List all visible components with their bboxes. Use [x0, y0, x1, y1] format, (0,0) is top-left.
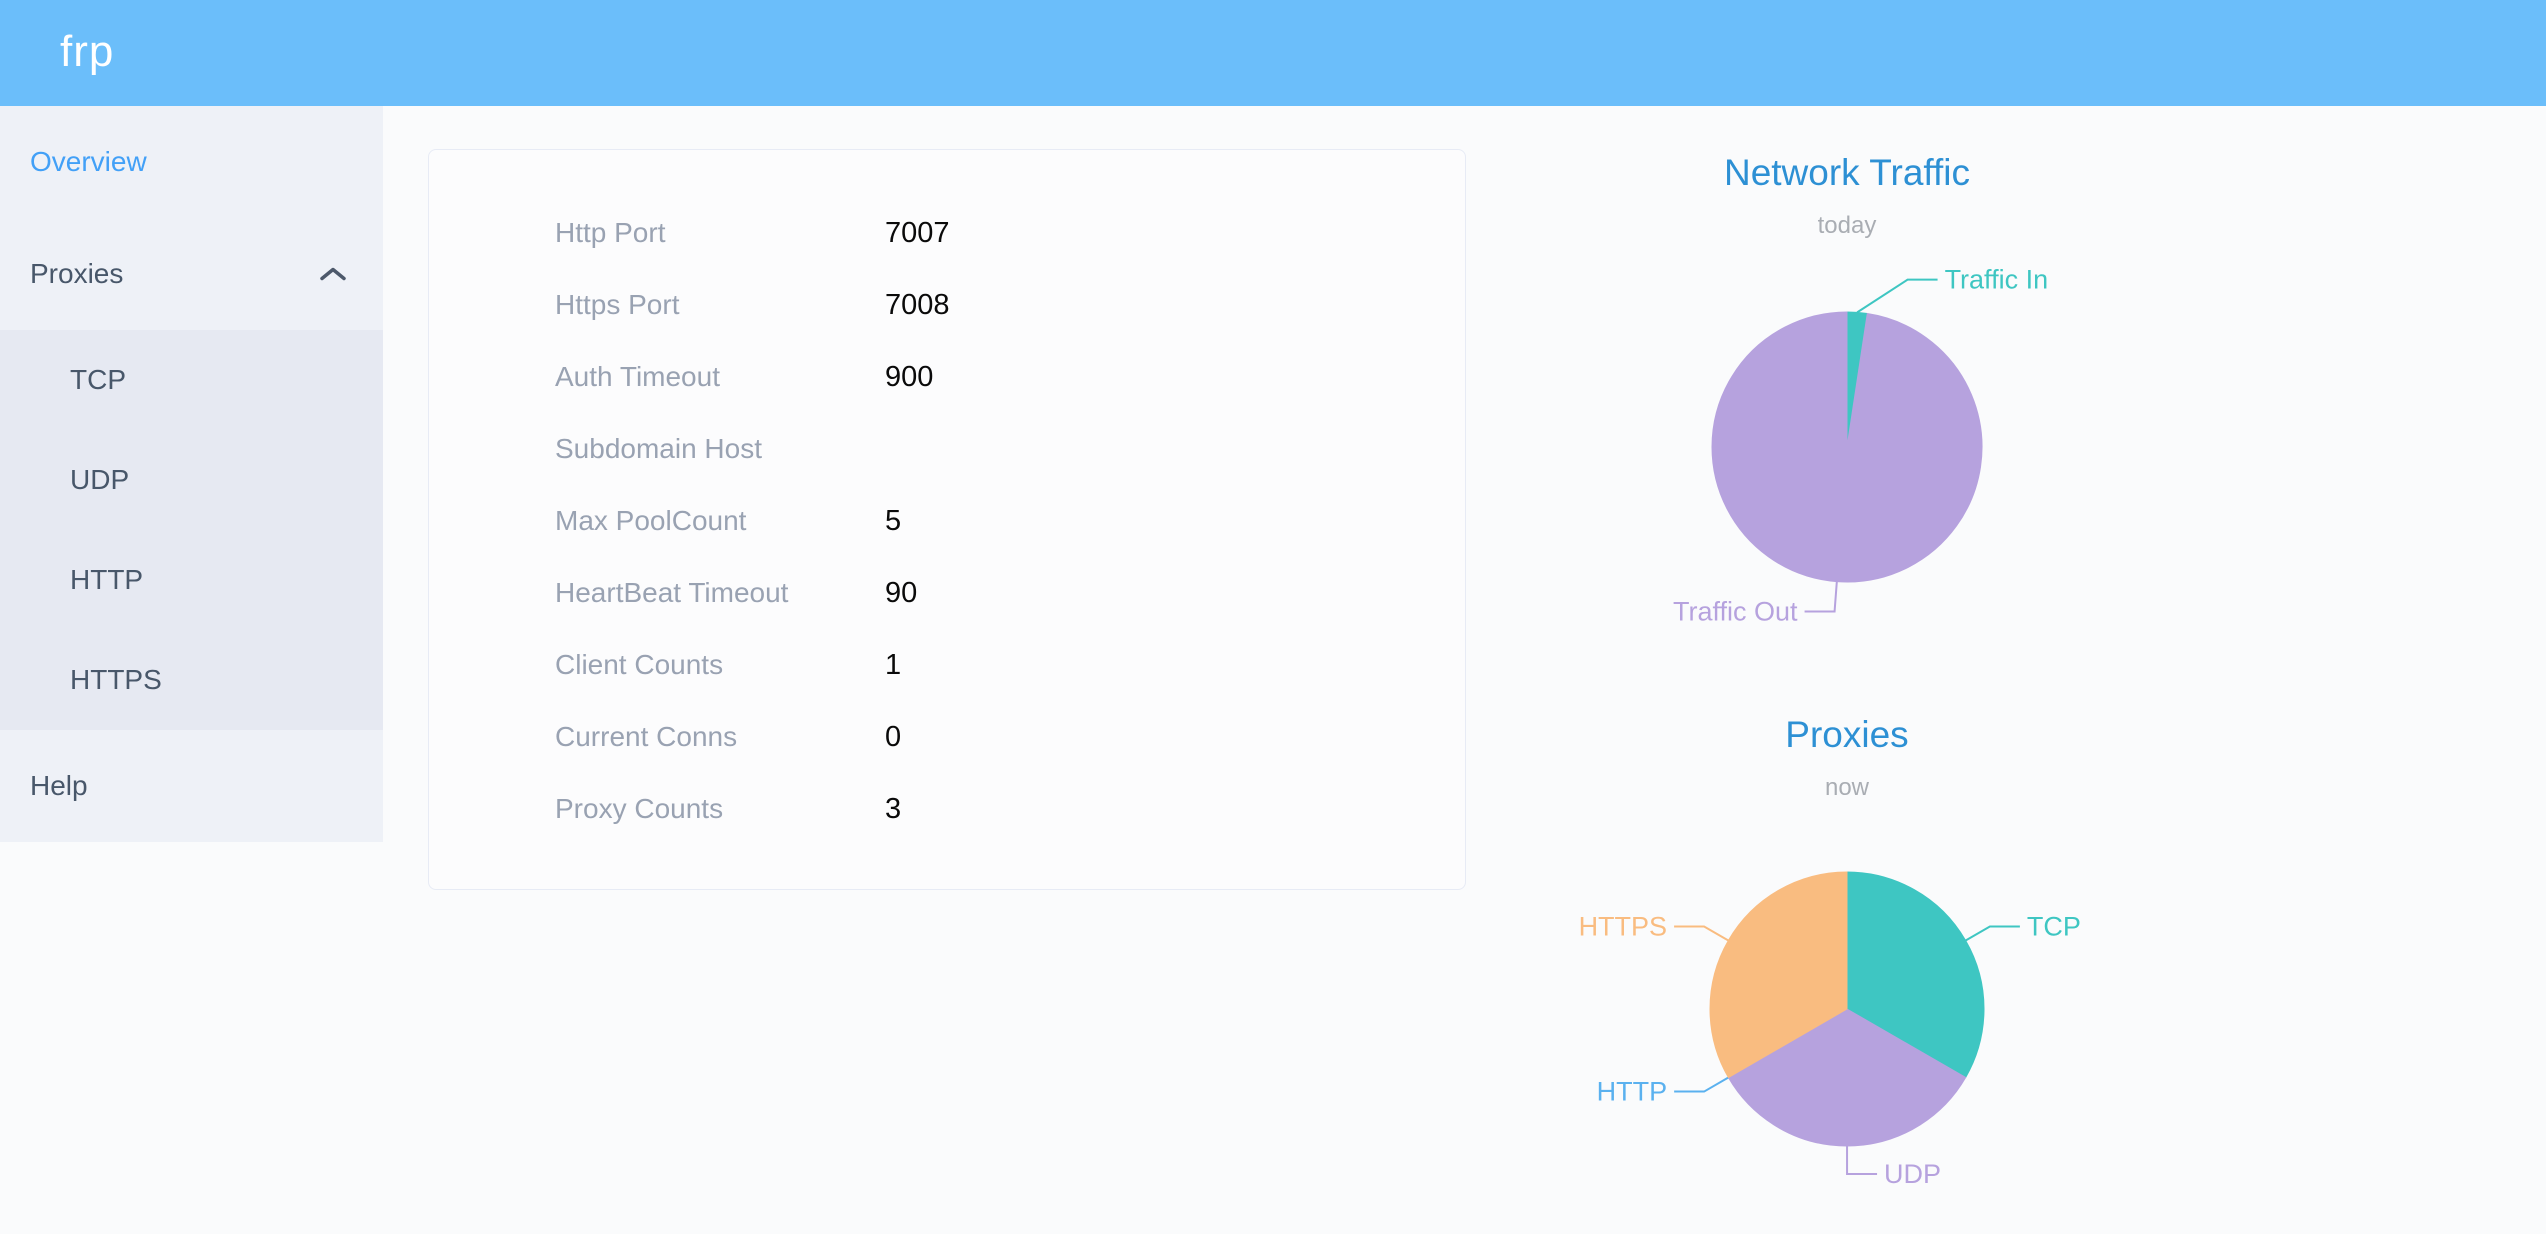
pie-label-line-traffic-out — [1804, 581, 1838, 613]
pie-label-http: HTTP — [1597, 1077, 1668, 1107]
config-row: Auth Timeout 900 — [429, 341, 1465, 413]
sidebar-item-proxies-label: Proxies — [30, 258, 124, 289]
sidebar-item-https[interactable]: HTTPS — [70, 664, 162, 695]
config-label: HeartBeat Timeout — [555, 577, 789, 608]
pie-label-line-https — [1674, 925, 1729, 942]
app-header: frp — [0, 0, 2546, 106]
config-label: Current Conns — [555, 721, 738, 752]
server-config-card: Http Port 7007 Https Port 7008 Auth Time… — [428, 149, 1466, 890]
proxies-submenu: TCP UDP HTTP HTTPS — [0, 330, 383, 730]
pie-label-traffic-out: Traffic Out — [1673, 597, 1798, 627]
app-logo: frp — [60, 27, 115, 76]
config-row: HeartBeat Timeout 90 — [429, 557, 1465, 629]
config-value: 1 — [885, 648, 902, 681]
network-traffic-chart-title: Network Traffic — [1723, 152, 1971, 193]
sidebar-item-udp[interactable]: UDP — [70, 464, 130, 495]
config-label: Max PoolCount — [555, 505, 747, 536]
sidebar-item-overview[interactable]: Overview — [30, 146, 147, 177]
pie-label-udp: UDP — [1884, 1159, 1941, 1189]
network-traffic-pie-chart: Traffic In Traffic Out — [1673, 265, 2049, 627]
sidebar-item-help[interactable]: Help — [30, 770, 88, 801]
config-row: Http Port 7007 — [429, 197, 1465, 269]
pie-label-line-udp — [1846, 1145, 1878, 1175]
pie-label-https: HTTPS — [1579, 912, 1668, 942]
sidebar-item-proxies[interactable]: Proxies — [0, 218, 383, 330]
config-value: 7007 — [885, 216, 950, 249]
pie-slice-traffic-out — [1711, 311, 1983, 583]
config-label: Auth Timeout — [555, 361, 720, 392]
config-value: 0 — [885, 720, 902, 753]
config-label: Http Port — [555, 217, 666, 248]
network-traffic-chart-subtitle: today — [1817, 212, 1877, 239]
config-label: Client Counts — [555, 649, 724, 680]
pie-label-line-traffic-in — [1856, 278, 1938, 314]
config-value: 7008 — [885, 288, 950, 321]
config-row: Subdomain Host — [429, 413, 1465, 485]
config-row: Current Conns 0 — [429, 701, 1465, 773]
pie-label-tcp: TCP — [2027, 911, 2081, 941]
config-row: Proxy Counts 3 — [429, 773, 1465, 845]
chevron-up-icon — [319, 266, 347, 282]
pie-label-traffic-in: Traffic In — [1945, 265, 2049, 295]
config-value: 3 — [885, 792, 902, 825]
config-value: 90 — [885, 576, 918, 609]
pie-label-line-tcp — [1965, 925, 2020, 942]
proxies-chart-subtitle: now — [1824, 774, 1870, 801]
config-label: Subdomain Host — [555, 433, 763, 464]
config-row: Client Counts 1 — [429, 629, 1465, 701]
config-row: Https Port 7008 — [429, 269, 1465, 341]
sidebar: Overview Proxies TCP UDP HTTP HTTPS Help — [0, 106, 383, 842]
pie-label-line-http — [1674, 1076, 1729, 1093]
config-value: 5 — [885, 504, 902, 537]
config-row: Max PoolCount 5 — [429, 485, 1465, 557]
proxies-pie-chart: TCP UDP HTTP HTTPS — [1579, 871, 2081, 1189]
config-label: Https Port — [555, 289, 680, 320]
sidebar-item-http[interactable]: HTTP — [70, 564, 144, 595]
proxies-chart-title: Proxies — [1785, 714, 1909, 755]
sidebar-item-tcp[interactable]: TCP — [70, 364, 126, 395]
config-value: 900 — [885, 360, 934, 393]
config-label: Proxy Counts — [555, 793, 724, 824]
